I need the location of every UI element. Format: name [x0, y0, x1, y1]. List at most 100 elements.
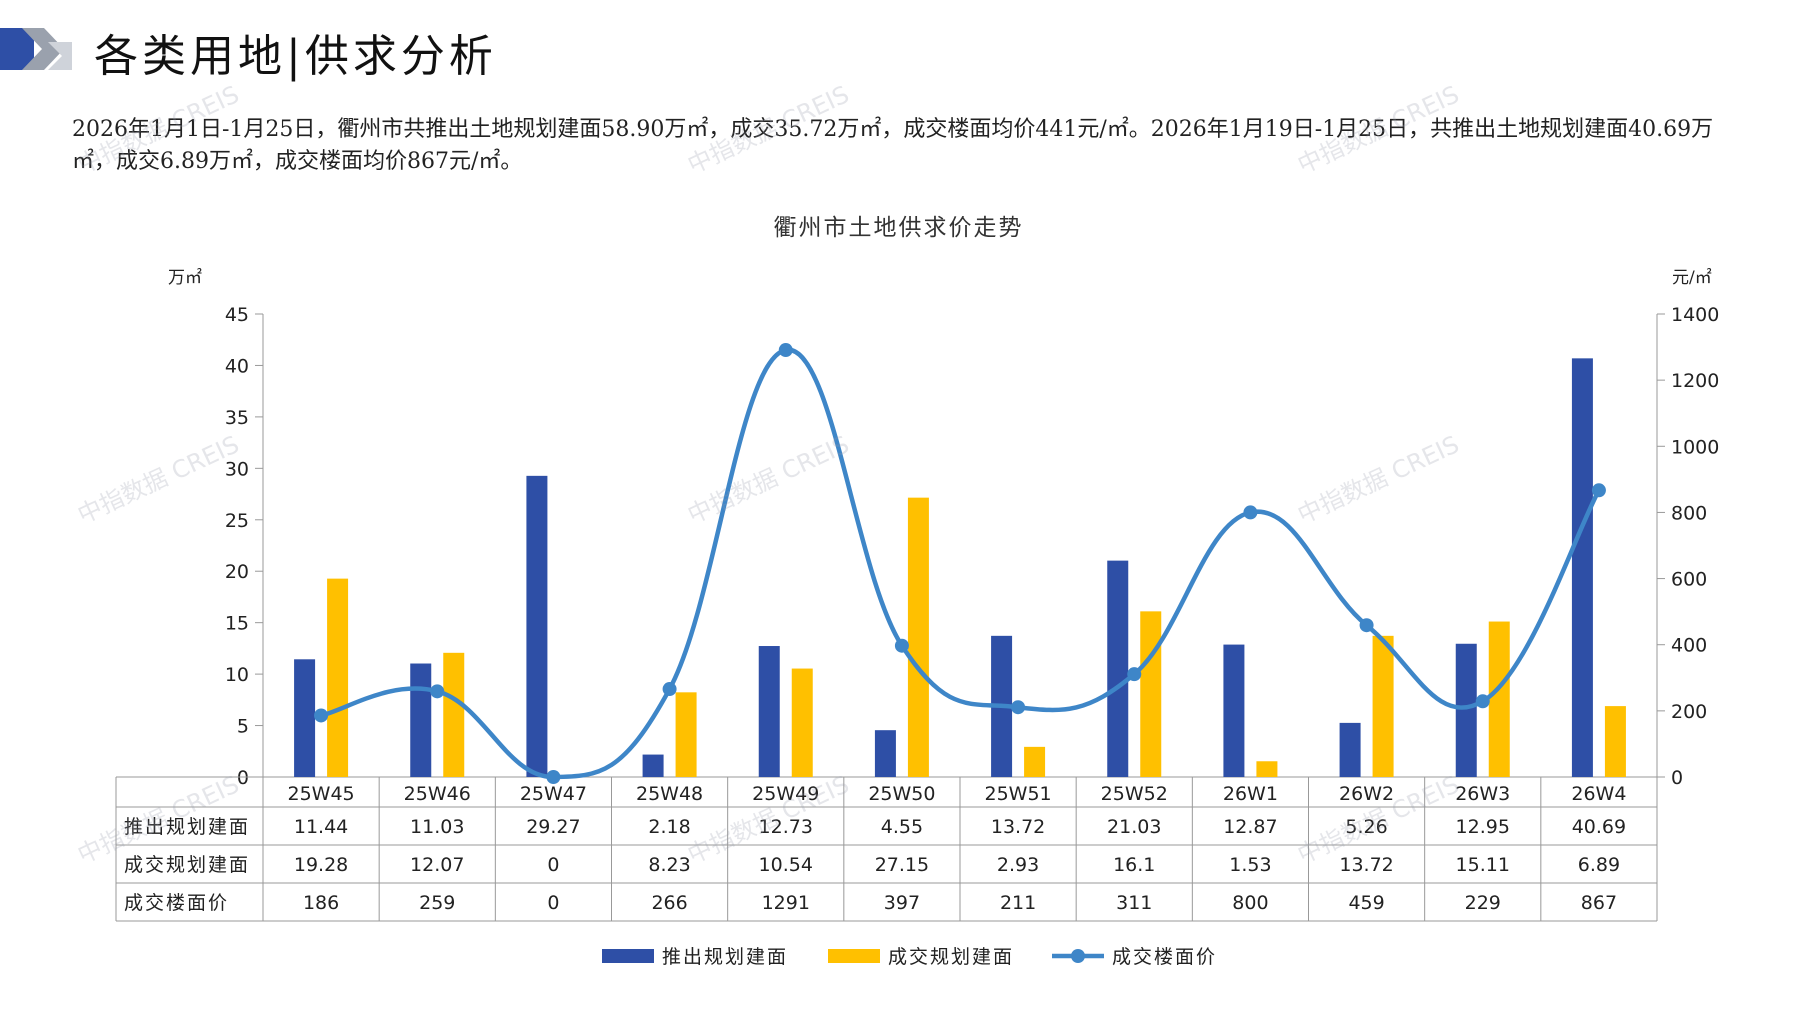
bar-deal — [791, 668, 813, 777]
left-tick-label: 0 — [237, 767, 249, 789]
table-cell-value: 229 — [1465, 892, 1501, 914]
bar-deal — [327, 578, 349, 777]
x-tick-label: 26W3 — [1455, 783, 1510, 805]
right-tick-label: 800 — [1671, 502, 1707, 524]
x-tick-label: 25W48 — [636, 783, 703, 805]
table-cell-value: 13.72 — [991, 816, 1045, 838]
right-tick-label: 400 — [1671, 635, 1707, 657]
right-tick-label: 1000 — [1671, 436, 1719, 458]
table-cell-value: 397 — [884, 892, 920, 914]
bar-supply — [758, 646, 780, 777]
table-cell-value: 311 — [1116, 892, 1152, 914]
table-cell-value: 266 — [651, 892, 687, 914]
price-point — [1591, 483, 1606, 498]
price-point — [1359, 618, 1374, 633]
bar-supply — [1571, 358, 1593, 777]
price-point — [1243, 505, 1258, 520]
right-tick-label: 1400 — [1671, 304, 1719, 326]
x-tick-label: 25W49 — [752, 783, 819, 805]
table-cell-value: 29.27 — [526, 816, 580, 838]
table-cell-value: 1291 — [762, 892, 810, 914]
table-cell-value: 19.28 — [294, 854, 348, 876]
bar-supply — [526, 475, 548, 777]
table-cell-value: 12.87 — [1223, 816, 1277, 838]
table-cell-value: 12.95 — [1456, 816, 1510, 838]
left-tick-label: 25 — [225, 510, 249, 532]
price-line — [320, 347, 1601, 780]
table-cell-value: 186 — [303, 892, 339, 914]
table-cell-value: 12.73 — [759, 816, 813, 838]
bar-deal — [1140, 611, 1162, 777]
x-tick-label: 25W46 — [404, 783, 471, 805]
bar-supply — [1223, 644, 1245, 777]
bar-deal — [907, 497, 929, 777]
left-tick-label: 30 — [225, 458, 249, 480]
price-point — [314, 708, 329, 723]
table-cell-value: 2.93 — [997, 854, 1039, 876]
table-cell-value: 21.03 — [1107, 816, 1161, 838]
right-tick-label: 0 — [1671, 767, 1683, 789]
table-cell-value: 0 — [547, 892, 559, 914]
left-tick-label: 35 — [225, 407, 249, 429]
price-point — [546, 770, 561, 784]
left-tick-label: 5 — [237, 716, 249, 738]
bar-supply — [410, 663, 432, 777]
x-tick-label: 26W2 — [1339, 783, 1394, 805]
right-tick-label: 600 — [1671, 569, 1707, 591]
header-corner-logo — [0, 28, 72, 70]
bar-supply — [642, 754, 664, 777]
legend-label-supply: 推出规划建面 — [662, 946, 788, 968]
left-axis-unit: 万㎡ — [168, 268, 202, 288]
price-point — [1127, 667, 1142, 682]
legend-label-deal: 成交规划建面 — [888, 946, 1014, 968]
table-cell-value: 459 — [1348, 892, 1384, 914]
table-cell-value: 5.26 — [1345, 816, 1387, 838]
x-tick-label: 25W52 — [1101, 783, 1168, 805]
price-point — [1475, 694, 1490, 709]
table-cell-value: 11.44 — [294, 816, 348, 838]
table-cell-value: 6.89 — [1578, 854, 1620, 876]
price-point — [430, 684, 445, 699]
table-cell-value: 4.55 — [881, 816, 923, 838]
chart-title: 衢州市土地供求价走势 — [773, 215, 1024, 241]
table-cell-value: 16.1 — [1113, 854, 1155, 876]
left-tick-label: 40 — [225, 355, 249, 377]
x-tick-label: 25W50 — [868, 783, 935, 805]
right-tick-label: 200 — [1671, 701, 1707, 723]
bar-supply — [294, 659, 316, 777]
bar-deal — [1372, 635, 1394, 777]
right-axis-unit: 元/㎡ — [1672, 268, 1712, 288]
bar-deal — [443, 652, 465, 777]
x-tick-label: 25W45 — [288, 783, 355, 805]
table-cell-value: 1.53 — [1229, 854, 1271, 876]
table-cell-value: 867 — [1581, 892, 1617, 914]
left-tick-label: 15 — [225, 613, 249, 635]
table-cell-value: 800 — [1232, 892, 1268, 914]
bar-supply — [1339, 722, 1361, 777]
bar-supply — [1455, 643, 1477, 777]
left-tick-label: 45 — [225, 304, 249, 326]
table-cell-value: 10.54 — [759, 854, 813, 876]
legend-swatch-deal — [828, 949, 880, 963]
bar-deal — [1256, 761, 1278, 777]
table-cell-value: 259 — [419, 892, 455, 914]
table-cell-value: 13.72 — [1339, 854, 1393, 876]
table-cell-value: 11.03 — [410, 816, 464, 838]
table-row-label: 推出规划建面 — [124, 816, 250, 838]
x-tick-label: 25W51 — [985, 783, 1052, 805]
x-tick-label: 26W4 — [1571, 783, 1626, 805]
table-cell-value: 8.23 — [648, 854, 690, 876]
table-cell-value: 0 — [547, 854, 559, 876]
bar-supply — [1107, 560, 1129, 777]
x-tick-label: 25W47 — [520, 783, 587, 805]
table-row-label: 成交楼面价 — [124, 892, 229, 914]
table-cell-value: 27.15 — [875, 854, 929, 876]
legend-swatch-supply — [602, 949, 654, 963]
table-cell-value: 211 — [1000, 892, 1036, 914]
right-tick-label: 1200 — [1671, 370, 1719, 392]
price-point — [1011, 700, 1026, 715]
table-cell-value: 40.69 — [1572, 816, 1626, 838]
bar-deal — [1024, 746, 1046, 777]
table-row-label: 成交规划建面 — [124, 854, 250, 876]
